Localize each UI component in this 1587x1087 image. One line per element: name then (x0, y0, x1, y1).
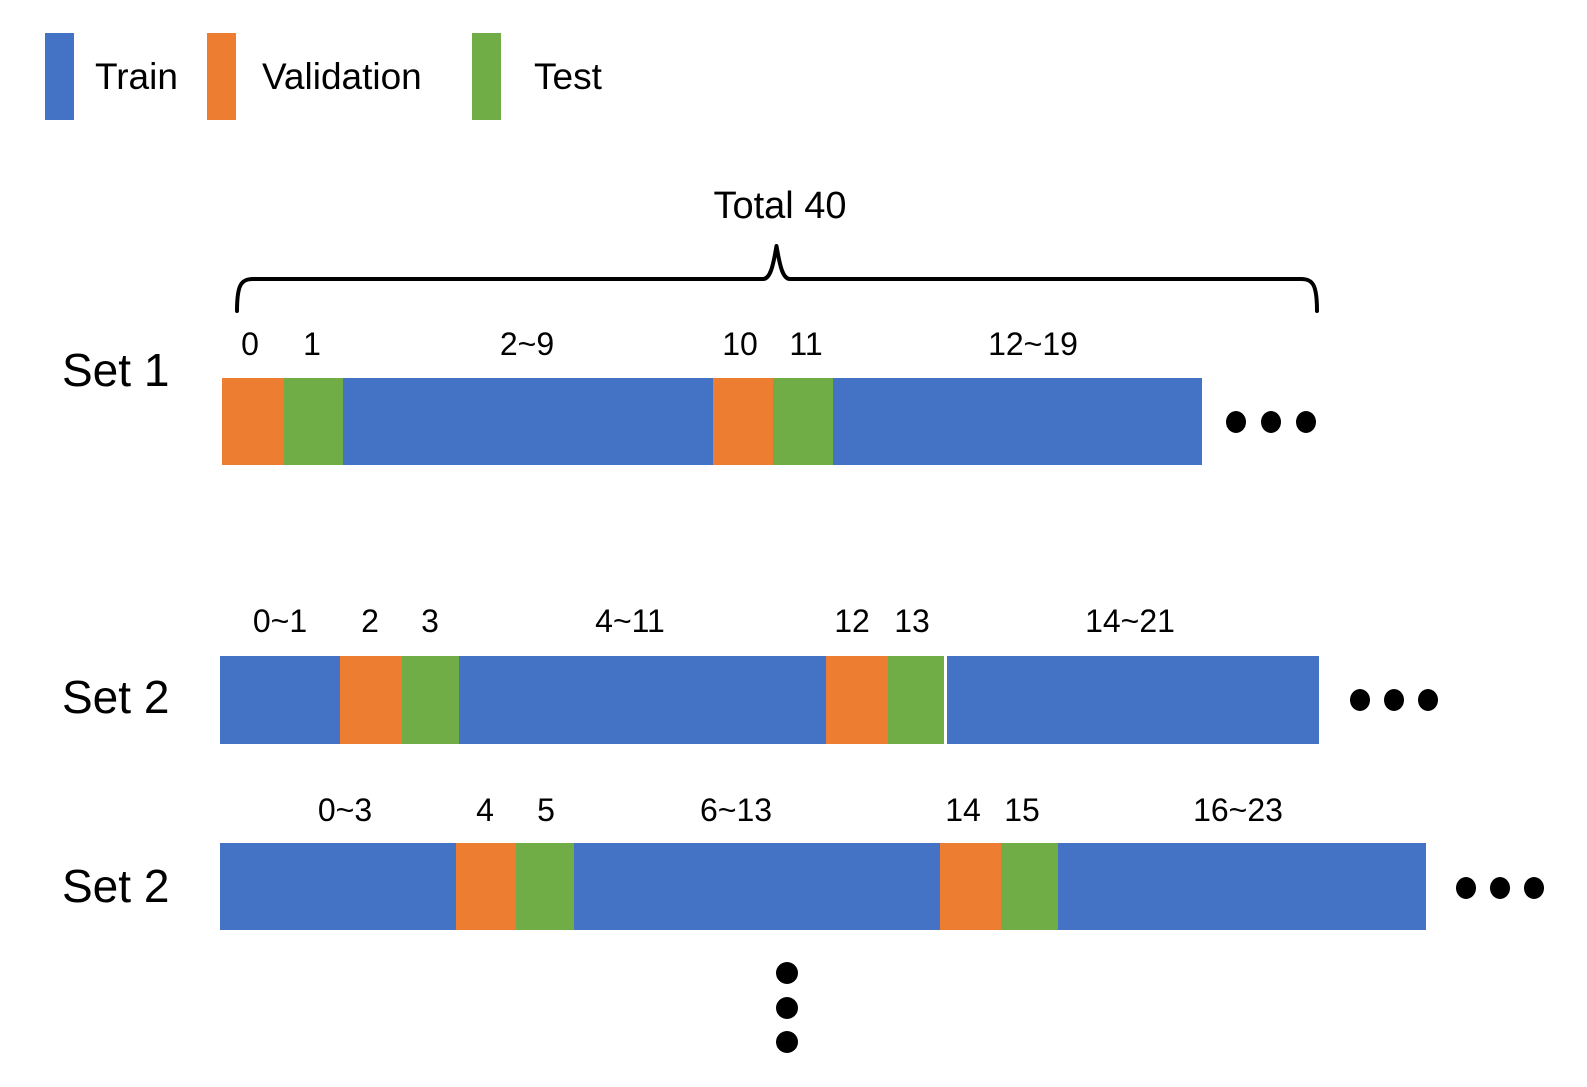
legend-label-train: Train (95, 56, 178, 97)
bar-segment-test (516, 843, 574, 930)
set-name-label: Set 1 (62, 344, 170, 396)
bar-segment-test (284, 378, 343, 465)
legend-item-validation: Validation (207, 33, 422, 120)
segment-range-label: 4 (476, 792, 494, 828)
bar-segment-train (343, 378, 713, 465)
segment-range-label: 14 (945, 792, 981, 828)
segment-range-label: 0~1 (252, 603, 308, 639)
bar-segment-validation (456, 843, 516, 930)
legend-item-train: Train (45, 33, 178, 120)
segment-range-label: 0 (241, 326, 259, 362)
vertical-ellipsis-dot (776, 1031, 798, 1053)
segment-range-label: 13 (894, 603, 930, 639)
legend-label-validation: Validation (262, 56, 422, 97)
segment-range-label: 2 (361, 603, 379, 639)
total-count-label: Total 40 (713, 185, 847, 227)
bar-segment-train (1058, 843, 1426, 930)
segment-range-label: 6~13 (699, 792, 773, 828)
ellipsis-dot (1226, 411, 1246, 433)
ellipsis-dot (1524, 877, 1544, 899)
bar-segment-validation (940, 843, 1001, 930)
bar-segment-train (574, 843, 940, 930)
ellipsis-dot (1261, 411, 1281, 433)
bar-segment-test (773, 378, 833, 465)
segment-range-label: 2~9 (499, 326, 555, 362)
bar-segment-validation (222, 378, 284, 465)
bar-segment-test (402, 656, 459, 744)
set-name-label: Set 2 (62, 671, 170, 723)
bar-segment-train (220, 843, 456, 930)
legend-label-test: Test (534, 56, 602, 97)
bar-segment-test (1001, 843, 1058, 930)
ellipsis-dot (1296, 411, 1316, 433)
bar-segment-train (459, 656, 826, 744)
segment-range-label: 1 (303, 326, 321, 362)
set-name-label: Set 2 (62, 860, 170, 912)
segment-range-label: 5 (537, 792, 555, 828)
segment-range-label: 3 (421, 603, 439, 639)
bar-segment-validation (713, 378, 773, 465)
test-color-swatch (472, 33, 501, 120)
segment-range-label: 12 (834, 603, 870, 639)
segment-range-label: 11 (789, 326, 823, 362)
ellipsis-dot (1350, 689, 1370, 711)
ellipsis-dot (1490, 877, 1510, 899)
vertical-ellipsis-dot (776, 997, 798, 1019)
ellipsis-dot (1384, 689, 1404, 711)
segment-range-label: 15 (1004, 792, 1040, 828)
segment-range-label: 14~21 (1085, 603, 1175, 639)
validation-color-swatch (207, 33, 236, 120)
vertical-ellipsis-dot (776, 962, 798, 984)
bar-segment-validation (340, 656, 402, 744)
bar-segment-validation (826, 656, 888, 744)
bar-segment-gap (944, 656, 947, 744)
bar-segment-train (833, 378, 1202, 465)
segment-range-label: 4~11 (595, 603, 665, 639)
bar-segment-test (888, 656, 944, 744)
ellipsis-dot (1456, 877, 1476, 899)
train-color-swatch (45, 33, 74, 120)
segment-range-label: 16~23 (1193, 792, 1283, 828)
ellipsis-dot (1418, 689, 1438, 711)
legend-item-test: Test (472, 33, 602, 120)
bar-segment-train (220, 656, 340, 744)
segment-range-label: 0~3 (317, 792, 373, 828)
segment-range-label: 10 (722, 326, 758, 362)
segment-range-label: 12~19 (988, 326, 1078, 362)
bar-segment-train (947, 656, 1319, 744)
